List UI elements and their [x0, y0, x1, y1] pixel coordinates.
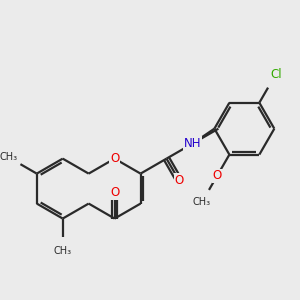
Text: NH: NH — [184, 137, 201, 150]
Text: O: O — [175, 174, 184, 187]
Text: O: O — [212, 169, 222, 182]
Text: CH₃: CH₃ — [193, 197, 211, 207]
Text: CH₃: CH₃ — [0, 152, 18, 162]
Text: O: O — [110, 186, 119, 199]
Text: CH₃: CH₃ — [54, 246, 72, 256]
Text: Cl: Cl — [270, 68, 282, 80]
Text: O: O — [110, 152, 119, 165]
